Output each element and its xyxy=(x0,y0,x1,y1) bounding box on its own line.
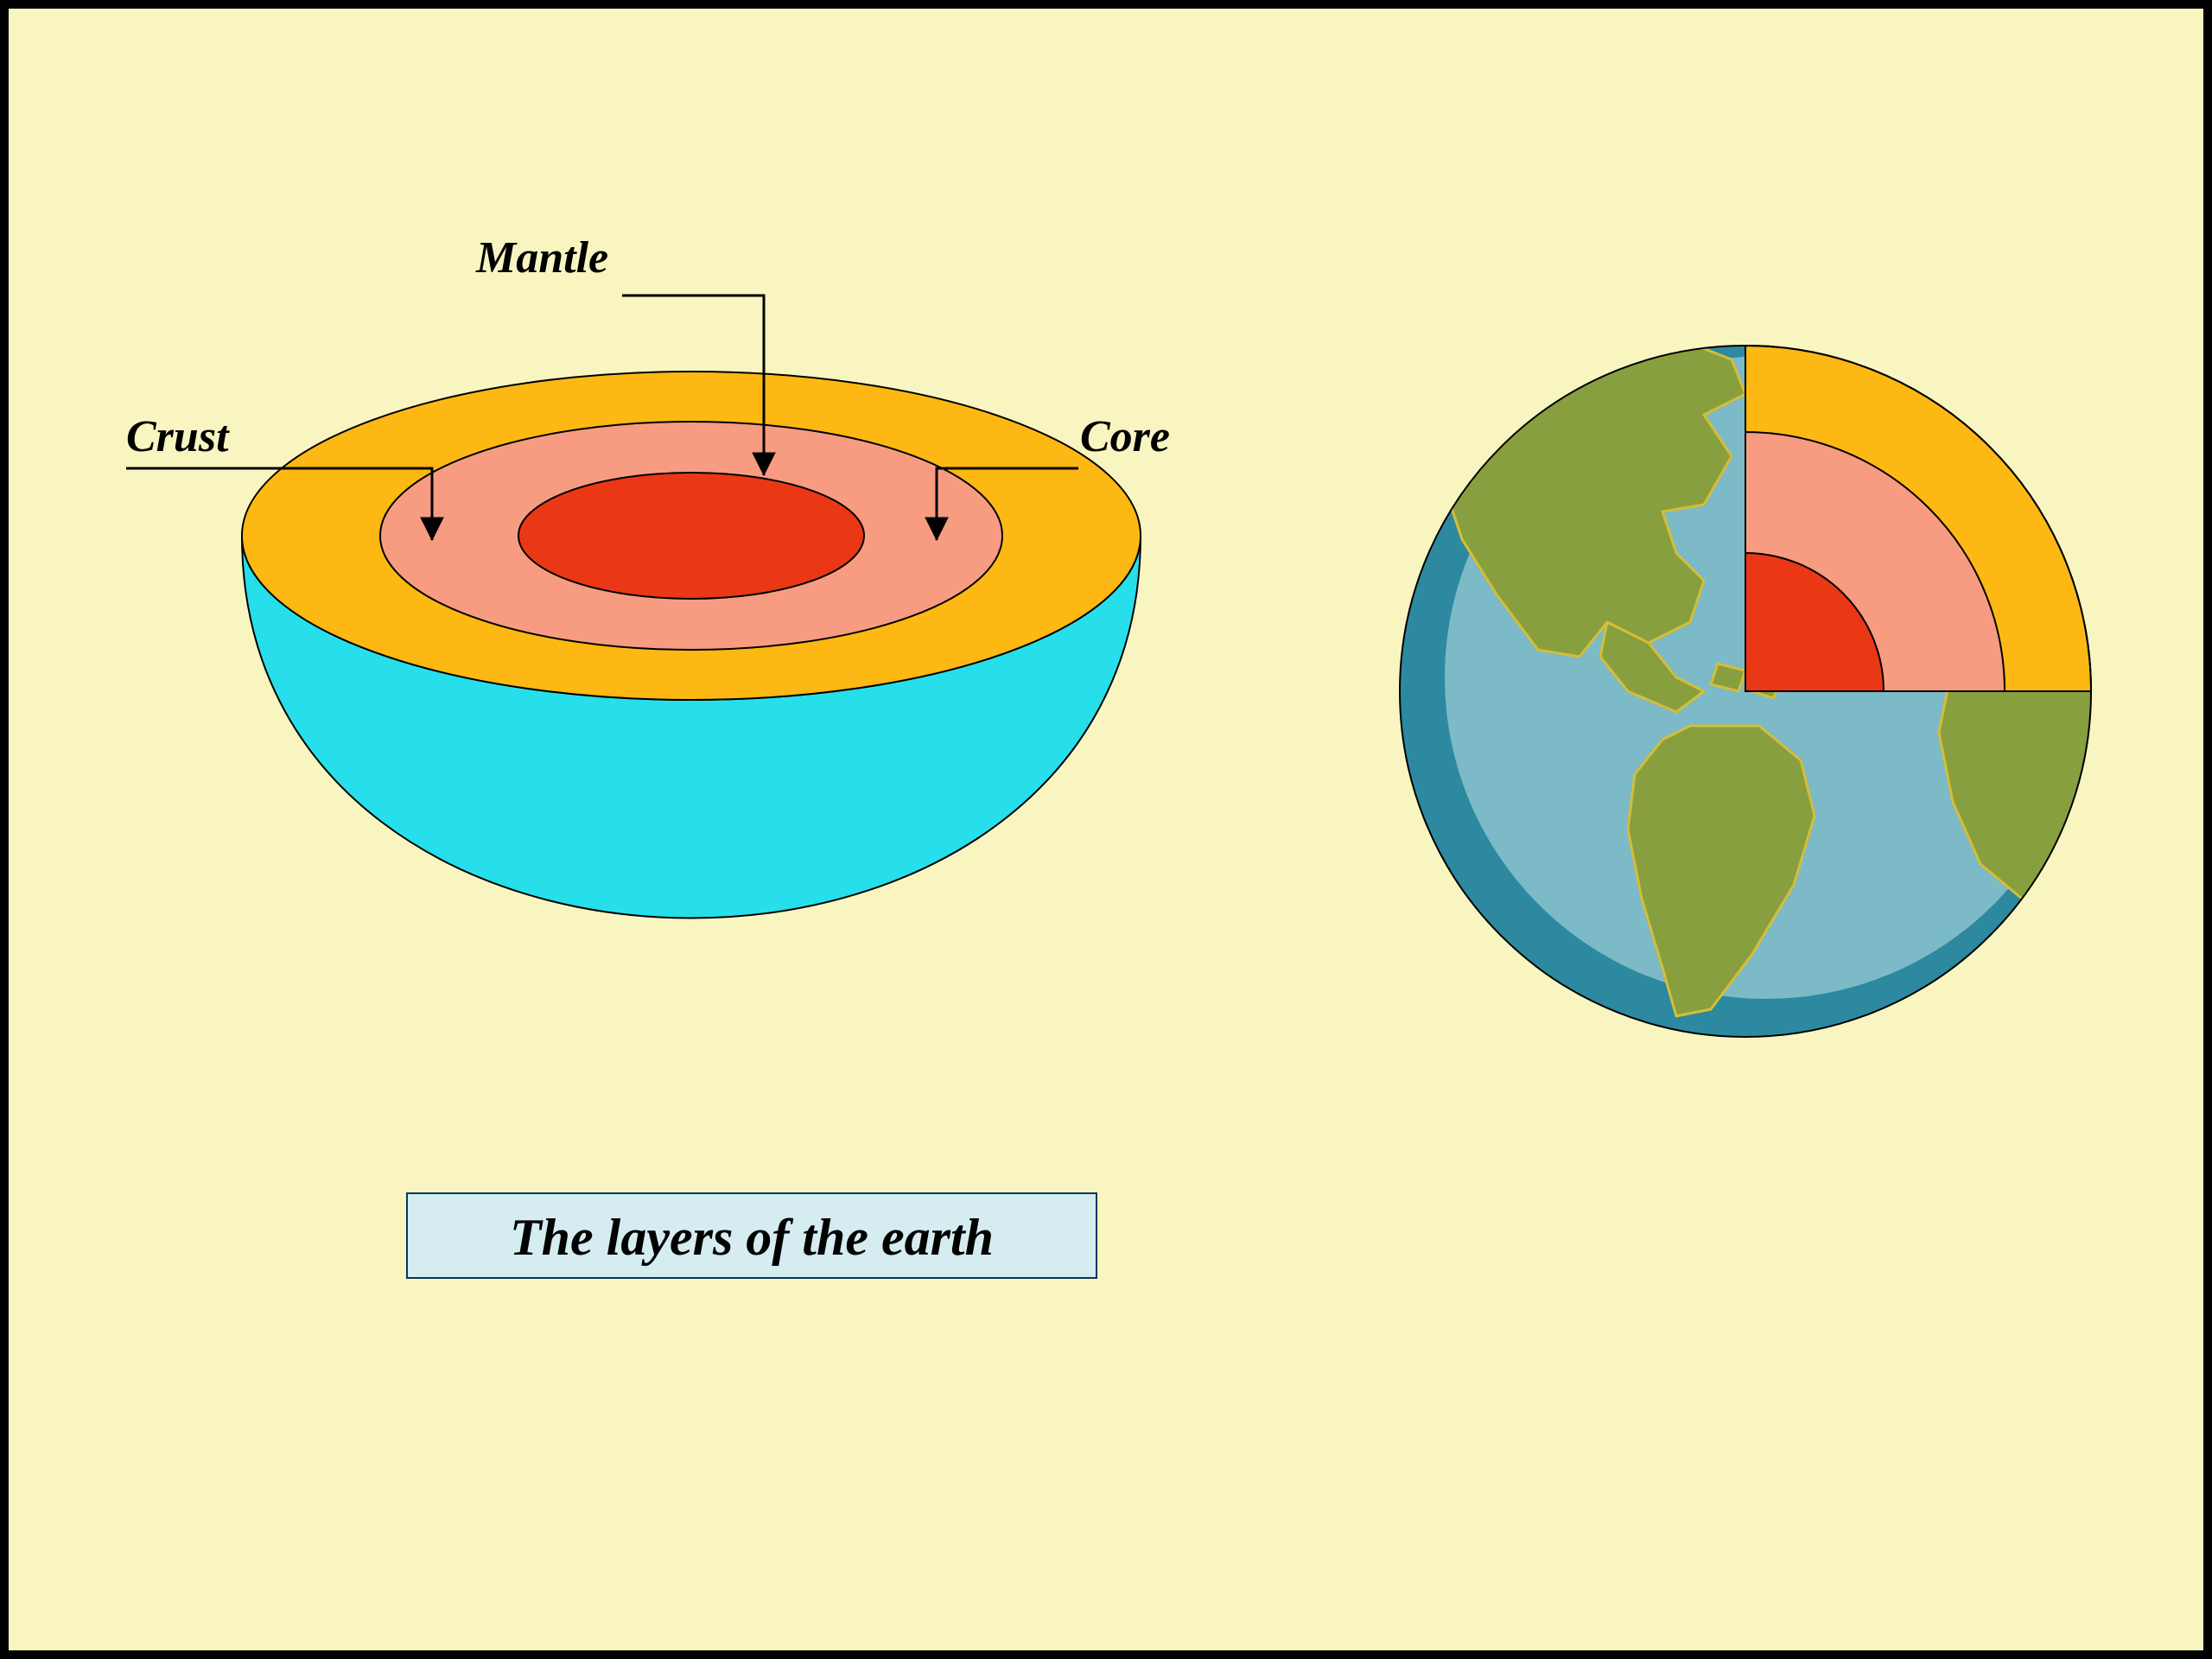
label-core: Core xyxy=(1080,411,1170,462)
title-text: The layers of the earth xyxy=(510,1209,994,1266)
title-box: The layers of the earth xyxy=(406,1192,1097,1279)
label-mantle: Mantle xyxy=(476,232,608,283)
bowl-layer-core xyxy=(518,473,864,599)
diagram-stage: The layers of the earth Crust Mantle Cor… xyxy=(0,0,2212,1659)
diagram-svg xyxy=(0,0,2212,1659)
label-crust: Crust xyxy=(126,411,229,462)
